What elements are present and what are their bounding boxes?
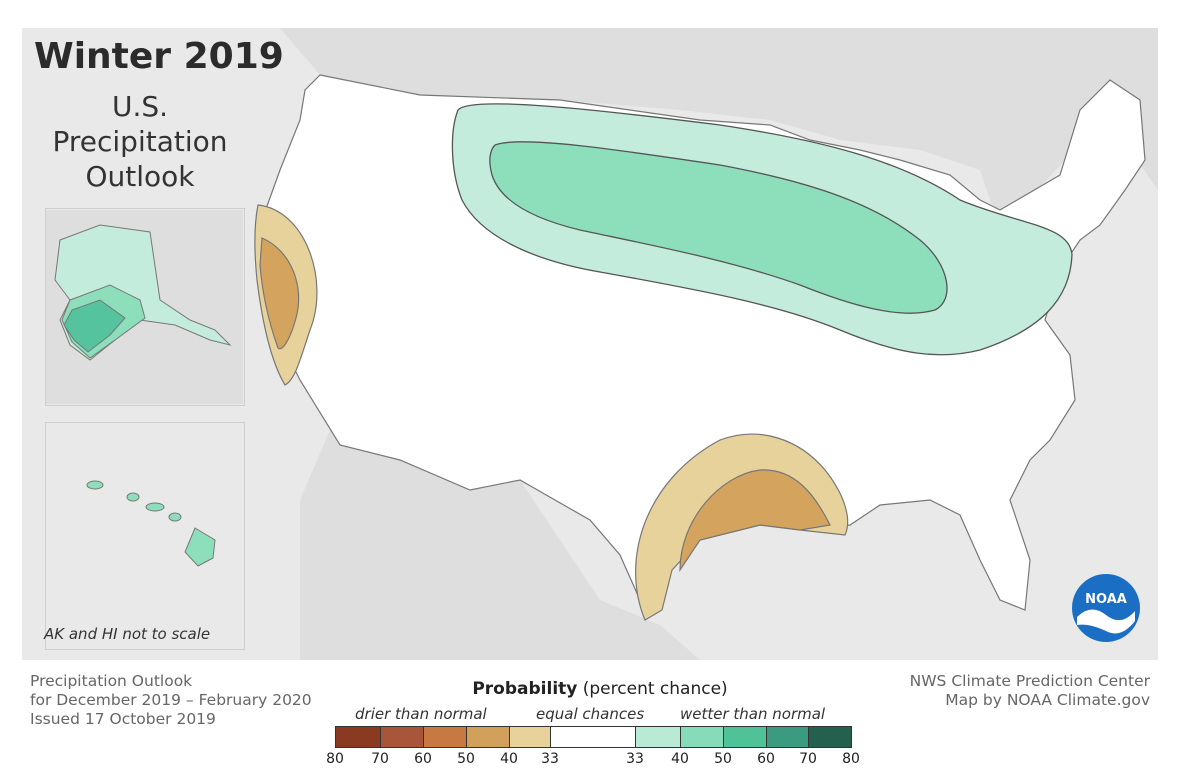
legend-tick: 70	[371, 751, 389, 767]
noaa-logo: NOAA	[1072, 574, 1140, 642]
subtitle-line-2: Precipitation	[52, 125, 228, 158]
outlook-info-line-3: Issued 17 October 2019	[30, 710, 216, 728]
map-title: Winter 2019	[34, 36, 284, 77]
inset-scale-note: AK and HI not to scale	[44, 625, 211, 643]
dry-zone-west-coast-40	[259, 237, 300, 350]
legend-tick: 40	[500, 751, 518, 767]
legend-tick: 40	[671, 751, 689, 767]
hawaii-inset	[45, 422, 245, 650]
legend-swatch-wet-60-70	[766, 726, 809, 748]
us-outlook-map	[45, 28, 1158, 660]
legend-title-bold: Probability	[472, 679, 578, 699]
dry-zone-gulf-40	[679, 469, 831, 572]
credits-line-1: NWS Climate Prediction Center	[909, 672, 1150, 690]
legend-swatch-wet-33-40	[635, 726, 681, 748]
legend-tick: 60	[757, 751, 775, 767]
legend-tick: 60	[414, 751, 432, 767]
map-panel	[22, 28, 1158, 660]
legend-tick: 33	[626, 751, 644, 767]
credits-line-2: Map by NOAA Climate.gov	[945, 691, 1150, 709]
canada-land	[280, 28, 1158, 230]
legend-tick: 80	[326, 751, 344, 767]
legend-title-rest: (percent chance)	[577, 679, 728, 699]
hawaii-map	[86, 480, 216, 567]
alaska-map	[45, 210, 243, 404]
legend-swatch-dry-50-40	[466, 726, 510, 748]
outlook-info: Precipitation Outlook for December 2019 …	[30, 672, 312, 729]
legend-swatch-wet-40-50	[680, 726, 724, 748]
subtitle-line-1: U.S.	[111, 90, 169, 123]
wet-zone-north-40	[489, 141, 948, 314]
subtitle-line-3: Outlook	[85, 160, 195, 193]
outlook-info-line-1: Precipitation Outlook	[30, 672, 193, 690]
legend-tick: 80	[842, 751, 860, 767]
legend-swatch-wet-50-60	[723, 726, 767, 748]
legend-tick: 70	[799, 751, 817, 767]
legend-swatch-dry-60-50	[423, 726, 467, 748]
outlook-info-line-2: for December 2019 – February 2020	[30, 691, 312, 709]
legend-tick: 50	[457, 751, 475, 767]
legend-swatch-dry-70-60	[380, 726, 424, 748]
legend-equal-label: equal chances	[536, 705, 645, 723]
legend-drier-label: drier than normal	[355, 705, 487, 723]
legend-wetter-label: wetter than normal	[680, 705, 826, 723]
legend-tick: 33	[541, 751, 559, 767]
legend-swatch-equal	[550, 726, 636, 748]
legend-tick: 50	[714, 751, 732, 767]
legend-swatch-dry-80-70	[335, 726, 381, 748]
alaska-inset	[45, 208, 245, 406]
credits: NWS Climate Prediction Center Map by NOA…	[910, 672, 1150, 710]
legend-title: Probability (percent chance)	[430, 679, 770, 699]
mexico-land	[300, 430, 700, 660]
legend-swatch-dry-40-33	[509, 726, 551, 748]
legend-swatch-wet-70-80	[808, 726, 852, 748]
svg-text:NOAA: NOAA	[1085, 592, 1127, 607]
